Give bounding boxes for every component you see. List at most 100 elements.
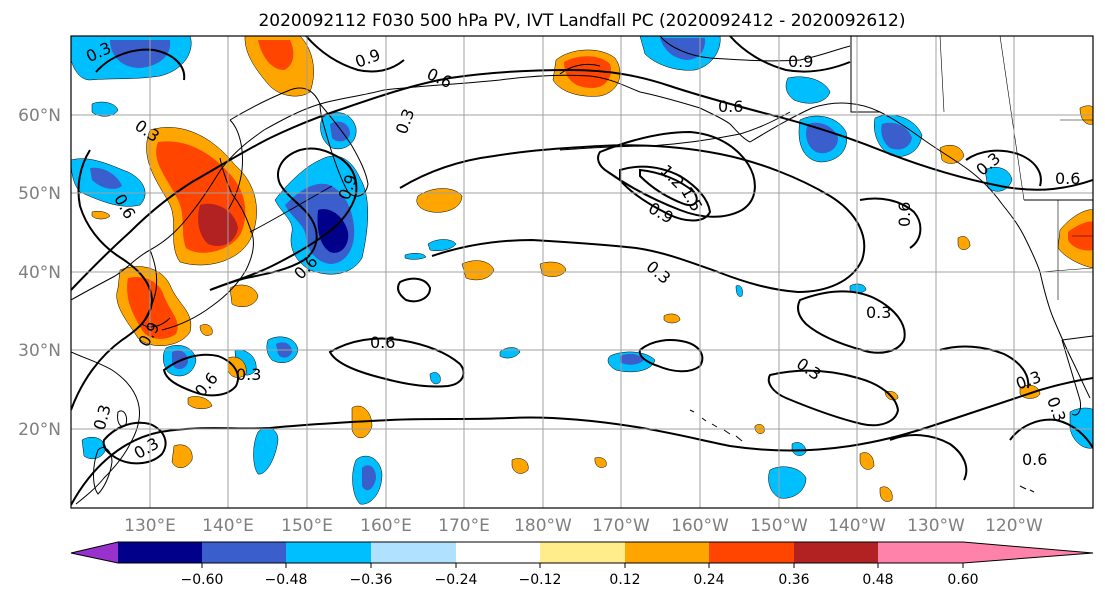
pv-positive-region [187,396,213,409]
pv-positive-region [939,145,965,164]
pv-positive-region [171,444,193,468]
border-province [939,36,1093,201]
coastline-baja [1061,339,1081,416]
contour-line [639,168,698,206]
border-state-2 [1057,200,1093,300]
pv-negative-region [110,40,171,68]
coastline-bc [1001,203,1041,273]
contour-label: 0.3 [236,365,261,384]
pv-positive-region [879,486,893,502]
coastline-siberia-north [383,74,641,93]
contour-line [162,353,239,397]
colorbar-segment [371,542,456,563]
pv-positive-region [663,313,681,324]
contour-label: 0.6 [370,333,395,352]
pv-negative-region [620,353,644,365]
pv-negative-region [362,465,376,491]
lon-labels: 130°E 140°E 150°E 160°E 170°E 180°W 170°… [124,516,1043,536]
colorbar-segment [286,542,371,563]
pv-negative-region [881,122,912,150]
pv-positive-region [594,457,607,468]
pv-positive-region [564,56,612,88]
contour-label: 0.9 [788,52,813,71]
border-state-1 [1039,267,1093,273]
colorbar-tick-label: −0.48 [265,572,308,588]
lat-label: 50°N [18,184,61,204]
lon-label: 130°W [907,516,965,536]
pv-positive-region [258,40,294,70]
pv-negative-region [806,122,838,154]
colorbar-tick-label: 0.24 [693,572,724,588]
contour-line [71,149,154,411]
colorbar-segment [118,542,202,563]
coastline-alaska-north [659,36,851,62]
lon-label: 170°E [438,516,490,536]
lon-label: 140°E [202,516,254,536]
lon-label: 150°W [750,516,808,536]
pv-negative-region [404,253,427,260]
colorbar-segment [540,542,625,563]
contour-label: 0.6 [718,97,743,116]
coastline-us-west [1039,271,1091,399]
contour-line [619,165,712,222]
colorbar-tick-label: −0.12 [519,572,562,588]
coastline-japan [161,157,254,331]
coastline-sakhalin [227,119,243,211]
lon-label: 140°W [828,516,886,536]
colorbar: −0.60 −0.48 −0.36 −0.24 −0.12 0.12 0.24 … [70,541,1094,588]
pv-positive-region [416,188,463,213]
hawaii-islands [689,409,743,442]
graticule [71,36,1093,508]
map-area: 0.3 0.9 0.6 0.6 0.9 0.3 0.6 0.3 0.9 1.5 … [71,36,1093,508]
colorbar-ticks [201,563,964,568]
contour-line [859,197,922,249]
contour-line [889,434,968,481]
lon-label: 160°E [360,516,412,536]
contour-line [965,149,1042,187]
colorbar-segment [625,542,709,563]
colorbar-tick-label: −0.36 [350,572,393,588]
colorbar-segment [709,542,794,563]
colorbar-segment [878,542,1093,563]
contour-line [95,48,186,81]
map-frame [70,35,1094,509]
colorbar-tick-label: 0.12 [609,572,640,588]
island-chain-east [1019,485,1035,493]
lon-label: 130°E [124,516,176,536]
lon-label: 170°W [592,516,650,536]
pv-positive-region [957,236,971,250]
coastline-alaska-south [749,102,1003,205]
contour-line [209,147,358,291]
coastline-bering-west [559,63,601,75]
lat-label: 30°N [18,341,61,361]
pv-positive-region [127,276,178,339]
map-title: 2020092112 F030 500 hPa PV, IVT Landfall… [258,11,905,31]
border-alaska-canada [850,36,880,113]
lat-label: 60°N [18,106,61,126]
coastline-kamchatka [319,102,369,197]
pv-positive-region [859,452,875,470]
lon-label: 180°W [514,516,572,536]
pv-negative-region [330,121,350,142]
pv-negative-region [429,372,441,385]
contour-line [397,277,432,303]
colorbar-segment [794,542,878,563]
contour-line [399,144,866,294]
pv-negative-region [768,466,807,499]
pv-negative-region [735,285,743,297]
pv-negative-region [785,76,831,104]
contour-label: 0.6 [1022,450,1047,469]
contour-line [797,290,906,354]
pv-shading [71,36,1093,505]
colorbar-tick-label: 0.60 [947,572,978,588]
colorbar-outline [70,541,1094,564]
contour-label: 0.6 [1055,169,1080,188]
colorbar-segment [456,542,540,563]
colorbar-segment [71,542,118,563]
lon-label: 150°E [281,516,333,536]
lat-label: 20°N [18,420,61,440]
pv-positive-region [511,458,529,474]
colorbar-segment [202,542,286,563]
pv-positive-region [461,260,495,281]
